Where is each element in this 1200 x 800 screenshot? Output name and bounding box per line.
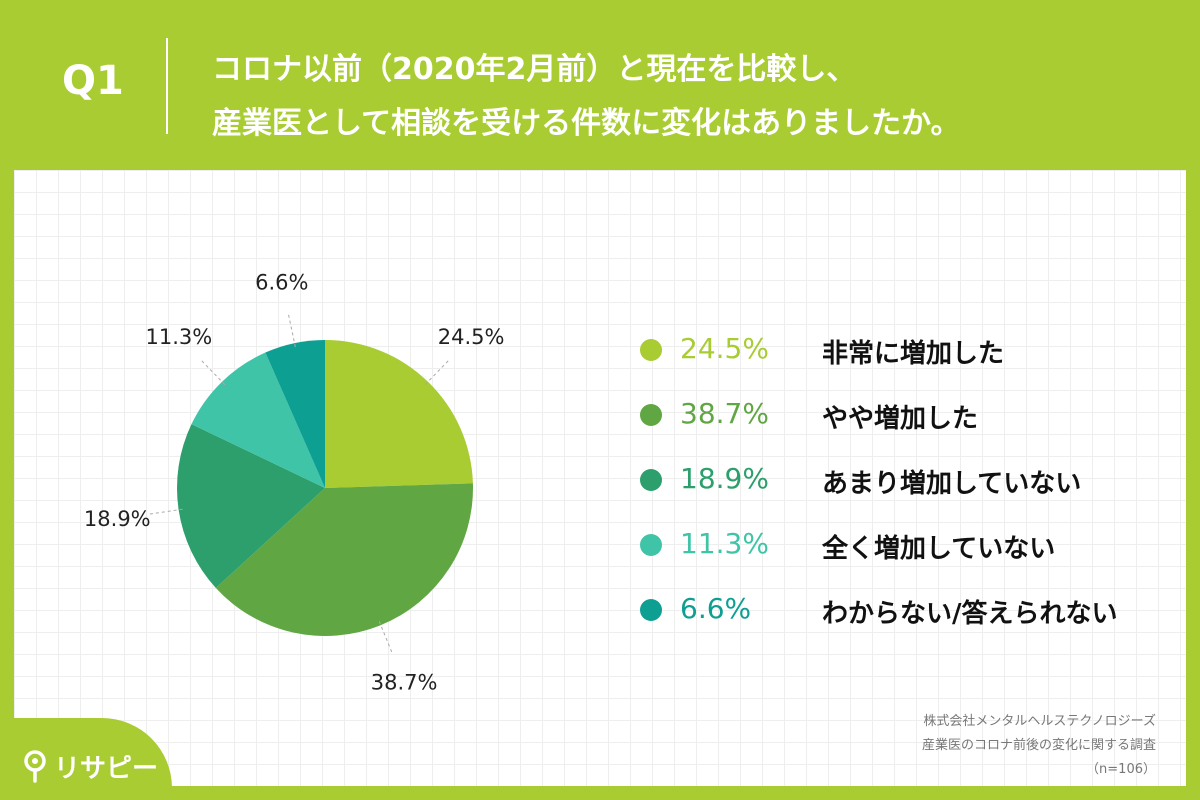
header-divider xyxy=(166,38,168,134)
legend-item-2: 38.7% やや増加した xyxy=(626,395,1186,435)
source-company: 株式会社メンタルヘルステクノロジーズ xyxy=(923,714,1156,729)
pie-slice-5 xyxy=(265,340,325,488)
source-sample-size: （n=106） xyxy=(1086,762,1156,777)
question-number: Q1 xyxy=(62,58,124,104)
legend-item-5: 6.6% わからない/答えられない xyxy=(626,590,1186,630)
legend-value: 24.5% xyxy=(680,332,769,365)
pie-slice-3 xyxy=(176,424,325,588)
leader-line-1 xyxy=(424,359,450,385)
brand-logo: リサピー xyxy=(22,746,158,786)
chart-panel: 24.5% 38.7% 18.9% 11.3% 6.6% 24.5% 非常に増加した 38.… xyxy=(14,170,1186,786)
data-label-2: 38.7% xyxy=(371,671,438,695)
legend-swatch xyxy=(640,339,662,361)
pie-chart: 24.5% 38.7% 18.9% 11.3% 6.6% xyxy=(84,270,505,695)
leader-line-3 xyxy=(148,508,183,515)
legend-swatch xyxy=(640,404,662,426)
pin-icon xyxy=(24,750,46,783)
legend-label: やや増加した xyxy=(822,404,979,434)
legend-item-4: 11.3% 全く増加していない xyxy=(626,525,1186,565)
legend-label: あまり増加していない xyxy=(822,469,1082,499)
legend-swatch xyxy=(640,469,662,491)
legend-label: 非常に増加した xyxy=(822,339,1005,369)
legend-value: 11.3% xyxy=(680,527,769,560)
leader-line-2 xyxy=(378,621,393,654)
question-title-line-1: コロナ以前（2020年2月前）と現在を比較し、 xyxy=(212,52,857,87)
data-label-4: 11.3% xyxy=(145,325,212,349)
legend-item-3: 18.9% あまり増加していない xyxy=(626,460,1186,500)
data-label-5: 6.6% xyxy=(255,270,308,294)
pie-slice-1 xyxy=(325,340,473,488)
legend-label: 全く増加していない xyxy=(822,534,1056,564)
legend-item-1: 24.5% 非常に増加した xyxy=(626,330,1186,370)
brand-name: リサピー xyxy=(54,753,159,784)
source-survey: 産業医のコロナ前後の変化に関する調査 xyxy=(921,738,1156,753)
legend-value: 38.7% xyxy=(680,397,769,430)
legend-label: わからない/答えられない xyxy=(822,599,1118,629)
legend-value: 18.9% xyxy=(680,462,769,495)
legend-value: 6.6% xyxy=(680,592,752,625)
question-title-line-2: 産業医として相談を受ける件数に変化はありましたか。 xyxy=(212,106,961,141)
data-label-3: 18.9% xyxy=(84,507,151,531)
legend-swatch xyxy=(640,599,662,621)
pie-slice-4 xyxy=(191,352,325,488)
header: Q1 コロナ以前（2020年2月前）と現在を比較し、 産業医として相談を受ける件… xyxy=(0,0,1200,170)
brand-tab xyxy=(0,718,172,800)
legend-swatch xyxy=(640,534,662,556)
data-label-1: 24.5% xyxy=(438,325,505,349)
pie-slice-2 xyxy=(215,483,474,636)
leader-line-4 xyxy=(200,359,226,385)
leader-line-5 xyxy=(287,313,296,348)
